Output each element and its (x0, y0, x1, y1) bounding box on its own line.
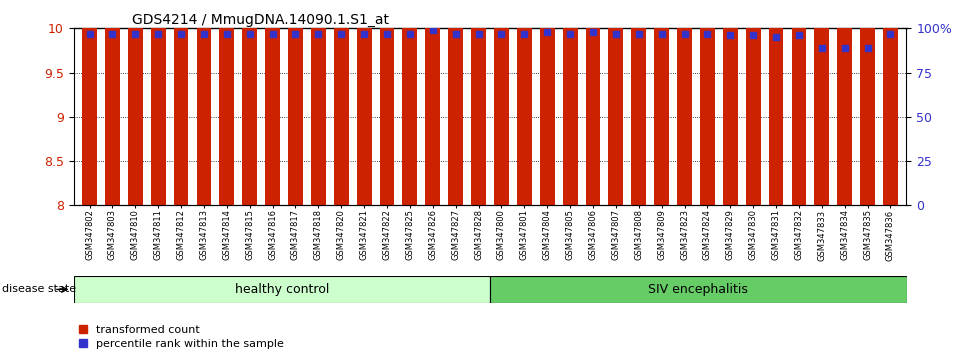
Bar (197, 0, 212, 205)
Bar (425, 0, 440, 205)
Bar (585, 0, 601, 205)
Bar (746, 0, 760, 205)
Text: GDS4214 / MmugDNA.14090.1.S1_at: GDS4214 / MmugDNA.14090.1.S1_at (131, 13, 389, 27)
Bar (883, 0, 898, 205)
Bar (814, 0, 829, 205)
Bar (768, 0, 783, 205)
Bar (311, 0, 325, 205)
Bar (105, 0, 120, 205)
Bar (403, 0, 417, 205)
Bar (127, 0, 143, 205)
Text: SIV encephalitis: SIV encephalitis (649, 283, 748, 296)
Text: disease state: disease state (2, 284, 76, 295)
Bar (563, 0, 577, 205)
Legend: transformed count, percentile rank within the sample: transformed count, percentile rank withi… (74, 321, 289, 353)
Bar (494, 0, 509, 205)
Bar (82, 0, 97, 205)
Bar (860, 0, 875, 205)
Bar (220, 0, 234, 205)
Bar (723, 0, 738, 205)
Bar (677, 0, 692, 205)
Bar (266, 0, 280, 205)
Bar (609, 0, 623, 205)
Bar (334, 0, 349, 205)
Bar (837, 0, 853, 205)
Bar (540, 0, 555, 205)
Bar (151, 0, 166, 205)
Text: healthy control: healthy control (234, 283, 329, 296)
Bar (379, 0, 395, 205)
Bar (516, 0, 532, 205)
Bar (448, 0, 464, 205)
Bar (74, 276, 490, 303)
Bar (700, 0, 714, 205)
Bar (792, 0, 807, 205)
Bar (357, 0, 371, 205)
Bar (242, 0, 257, 205)
Bar (471, 0, 486, 205)
Bar (288, 0, 303, 205)
Bar (173, 0, 188, 205)
Bar (490, 276, 906, 303)
Bar (631, 0, 646, 205)
Bar (655, 0, 669, 205)
